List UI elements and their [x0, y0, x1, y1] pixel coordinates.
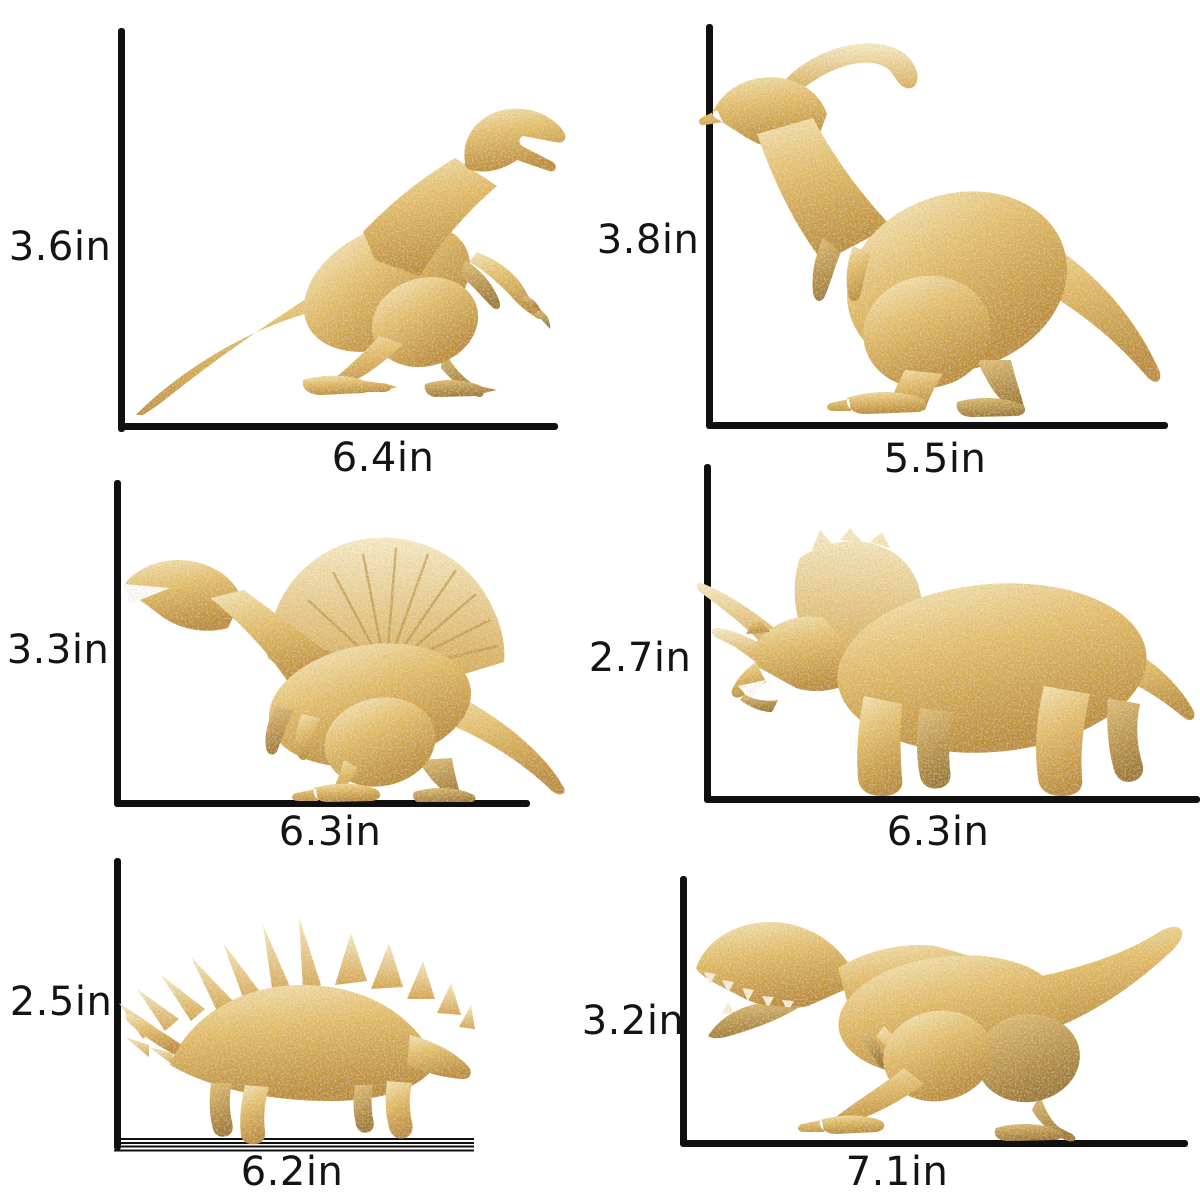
velociraptor-far-foot — [424, 380, 497, 397]
spinosaurus-near-foot — [292, 783, 381, 802]
triceratops-height-axis-line — [704, 464, 711, 802]
spinosaurus-figure-image — [124, 537, 565, 802]
triceratops-lower-jaw — [740, 694, 778, 712]
spinosaurus-height-axis-line — [114, 480, 121, 806]
tyrannosaurus-width-label: 7.1in — [845, 1149, 949, 1195]
spinosaurus-tail — [438, 690, 565, 795]
stegosaurus-tail — [125, 1013, 185, 1055]
triceratops-open-mouth — [738, 680, 766, 700]
trex-far-foot — [994, 1124, 1063, 1141]
parasaurolophus-height-axis-line — [706, 24, 713, 428]
tyrannosaurus-figure-image — [696, 922, 1183, 1142]
stegosaurus-rear-near-leg — [240, 1085, 269, 1145]
velociraptor-tail — [135, 285, 337, 415]
stegosaurus-front-near-leg — [385, 1081, 413, 1139]
velociraptor-height-axis-line — [118, 28, 125, 432]
velociraptor-claw — [521, 296, 541, 312]
trex-far-leg — [1032, 1094, 1076, 1142]
parasaurolophus-width-label: 5.5in — [883, 436, 987, 482]
trex-far-thigh — [976, 1013, 1080, 1103]
spinosaurus-arm — [295, 714, 320, 760]
velociraptor-neck — [363, 158, 497, 276]
velociraptor-claw — [534, 310, 551, 329]
triceratops-rear-near-leg — [1036, 686, 1090, 796]
trex-near-foot — [798, 1115, 885, 1134]
stegosaurus-width-axis-line — [114, 1138, 474, 1152]
triceratops-nose-horn — [746, 616, 770, 634]
triceratops-beak — [731, 662, 766, 698]
stegosaurus-width-label: 6.2in — [240, 1149, 344, 1195]
parasaurolophus-near-foot — [827, 392, 927, 414]
spinosaurus-width-axis-line — [114, 800, 530, 807]
stegosaurus-figure-image — [119, 917, 475, 1145]
parasaurolophus-thigh — [863, 275, 991, 389]
trex-skull — [696, 922, 858, 1009]
velociraptor-figure-image — [135, 108, 566, 415]
stegosaurus-height-axis-line — [114, 858, 121, 1150]
velociraptor-width-label: 6.4in — [331, 435, 435, 481]
spinosaurus-head — [125, 560, 242, 631]
stegosaurus-head — [407, 1035, 471, 1079]
parasaurolophus-height-label: 3.8in — [596, 217, 700, 263]
triceratops-brow-horn — [696, 583, 784, 652]
triceratops-figure-image — [696, 528, 1195, 796]
parasaurolophus-figure-image — [698, 43, 1161, 417]
stegosaurus-rear-far-leg — [209, 1083, 233, 1137]
spinosaurus-arm — [265, 706, 294, 755]
tyrannosaurus-height-axis-line — [680, 876, 687, 1146]
triceratops-front-near-leg — [857, 696, 903, 796]
trex-tail — [1023, 926, 1183, 1034]
parasaurolophus-arm — [812, 238, 841, 301]
spinosaurus-width-label: 6.3in — [278, 809, 382, 855]
stegosaurus-front-far-leg — [353, 1085, 374, 1133]
spinosaurus-thigh — [324, 697, 436, 787]
parasaurolophus-crest — [783, 43, 918, 96]
velociraptor-far-arm — [461, 260, 501, 310]
tyrannosaurus-width-axis-line — [680, 1140, 1188, 1147]
spinosaurus-far-foot — [413, 788, 476, 802]
tyrannosaurus-height-label: 3.2in — [581, 998, 685, 1044]
spinosaurus-open-mouth — [124, 584, 170, 604]
velociraptor-width-axis-line — [118, 423, 558, 430]
velociraptor-head — [464, 108, 566, 172]
velociraptor-near-foot — [303, 375, 397, 395]
trex-far-arm — [858, 1030, 887, 1069]
stegosaurus-back-plates — [335, 933, 475, 1029]
triceratops-width-label: 6.3in — [886, 809, 990, 855]
trex-lower-jaw — [708, 1004, 798, 1039]
triceratops-second-horn — [711, 628, 764, 664]
parasaurolophus-width-axis-line — [706, 422, 1168, 429]
triceratops-rear-far-leg — [1107, 698, 1144, 782]
trex-near-shin — [832, 1068, 924, 1127]
parasaurolophus-arm — [846, 246, 871, 302]
parasaurolophus-far-leg — [977, 360, 1025, 410]
triceratops-width-axis-line — [704, 796, 1200, 803]
spinosaurus-height-label: 3.3in — [6, 627, 110, 673]
stegosaurus-height-label: 2.5in — [9, 979, 113, 1025]
triceratops-front-far-leg — [917, 708, 954, 789]
parasaurolophus-far-foot — [956, 398, 1026, 417]
velociraptor-near-arm — [469, 252, 545, 319]
triceratops-height-label: 2.7in — [588, 635, 692, 681]
parasaurolophus-neck — [757, 118, 891, 262]
stegosaurus-body — [170, 984, 432, 1101]
velociraptor-height-label: 3.6in — [8, 224, 112, 270]
